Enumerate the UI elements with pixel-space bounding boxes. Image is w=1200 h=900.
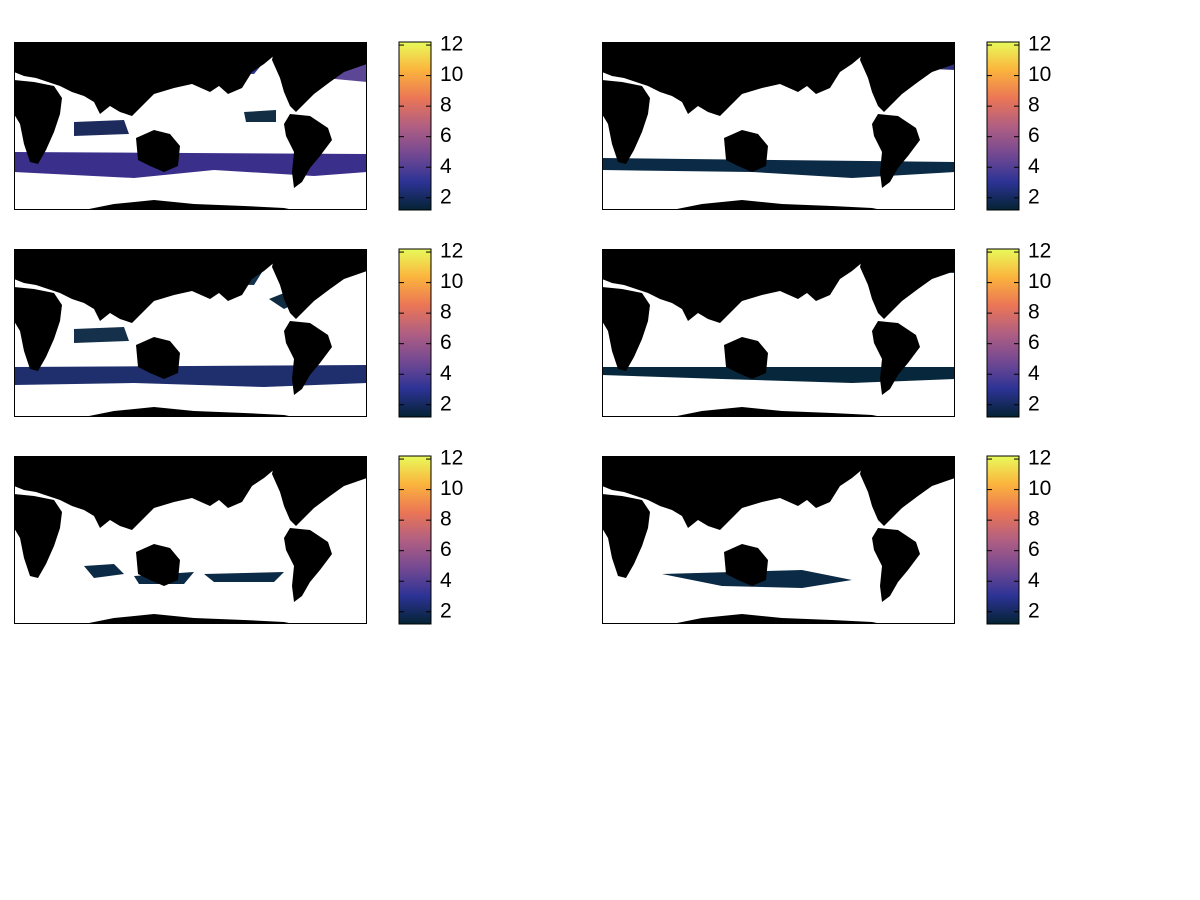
map-frame xyxy=(14,456,367,624)
colorbar xyxy=(398,41,432,211)
colorbar-tick-label: 4 xyxy=(1028,362,1040,385)
colorbar-tick-label: 2 xyxy=(1028,185,1040,208)
map-frame xyxy=(14,42,367,210)
colorbar-tick-label: 12 xyxy=(1028,33,1051,56)
shaded-region xyxy=(14,365,367,387)
colorbar-tick-label: 8 xyxy=(440,94,452,117)
shaded-region xyxy=(74,120,129,136)
colorbar-tick-label: 12 xyxy=(1028,447,1051,470)
shaded-region xyxy=(14,152,367,178)
map-frame xyxy=(602,249,955,417)
shaded-region xyxy=(244,110,276,122)
colorbar-tick-label: 4 xyxy=(440,155,452,178)
map-area xyxy=(14,42,367,210)
colorbar-tick-label: 10 xyxy=(1028,477,1051,500)
shaded-region xyxy=(74,327,129,343)
colorbar-tick-label: 6 xyxy=(440,538,452,561)
colorbar-tick-label: 6 xyxy=(1028,124,1040,147)
colorbar-tick-label: 2 xyxy=(1028,599,1040,622)
colorbar xyxy=(986,248,1020,418)
colorbar-tick-label: 2 xyxy=(1028,392,1040,415)
colorbar-tick-label: 10 xyxy=(440,63,463,86)
map-panel: 2 4 6 8 10 12 xyxy=(602,33,1051,211)
map-panel: 2 4 6 8 10 12 xyxy=(602,447,1051,625)
colorbar-tick-label: 4 xyxy=(440,569,452,592)
colorbar-tick-label: 4 xyxy=(1028,155,1040,178)
map-frame xyxy=(602,456,955,624)
colorbar-tick-label: 8 xyxy=(440,301,452,324)
colorbar-tick-label: 6 xyxy=(1028,538,1040,561)
colorbar xyxy=(398,455,432,625)
shaded-region xyxy=(602,158,955,178)
colorbar-tick-label: 4 xyxy=(440,362,452,385)
map-area xyxy=(14,456,367,624)
map-area xyxy=(14,249,367,417)
colorbar-tick-label: 8 xyxy=(440,508,452,531)
colorbar xyxy=(986,41,1020,211)
shaded-region xyxy=(602,367,955,383)
colorbar xyxy=(398,248,432,418)
colorbar-tick-label: 12 xyxy=(440,33,463,56)
map-panel: 2 4 6 8 10 12 xyxy=(14,240,463,418)
colorbar-tick-label: 2 xyxy=(440,599,452,622)
colorbar xyxy=(986,455,1020,625)
map-area xyxy=(602,42,955,210)
shaded-region xyxy=(84,564,124,578)
map-area xyxy=(602,456,955,624)
map-panel: 2 4 6 8 10 12 xyxy=(14,447,463,625)
map-frame xyxy=(602,42,955,210)
colorbar-tick-label: 8 xyxy=(1028,508,1040,531)
colorbar-tick-label: 6 xyxy=(1028,331,1040,354)
colorbar-tick-label: 12 xyxy=(1028,240,1051,263)
colorbar-tick-label: 10 xyxy=(440,270,463,293)
colorbar-tick-label: 8 xyxy=(1028,94,1040,117)
map-panel: 2 4 6 8 10 12 xyxy=(14,33,463,211)
colorbar-tick-label: 6 xyxy=(440,331,452,354)
map-area xyxy=(602,249,955,417)
colorbar-tick-label: 10 xyxy=(440,477,463,500)
colorbar-tick-label: 2 xyxy=(440,392,452,415)
colorbar-tick-label: 10 xyxy=(1028,63,1051,86)
colorbar-tick-label: 2 xyxy=(440,185,452,208)
colorbar-tick-label: 12 xyxy=(440,447,463,470)
colorbar-tick-label: 8 xyxy=(1028,301,1040,324)
shaded-region xyxy=(204,572,284,582)
colorbar-tick-label: 10 xyxy=(1028,270,1051,293)
map-panel: 2 4 6 8 10 12 xyxy=(602,240,1051,418)
colorbar-tick-label: 6 xyxy=(440,124,452,147)
map-frame xyxy=(14,249,367,417)
colorbar-tick-label: 4 xyxy=(1028,569,1040,592)
colorbar-tick-label: 12 xyxy=(440,240,463,263)
